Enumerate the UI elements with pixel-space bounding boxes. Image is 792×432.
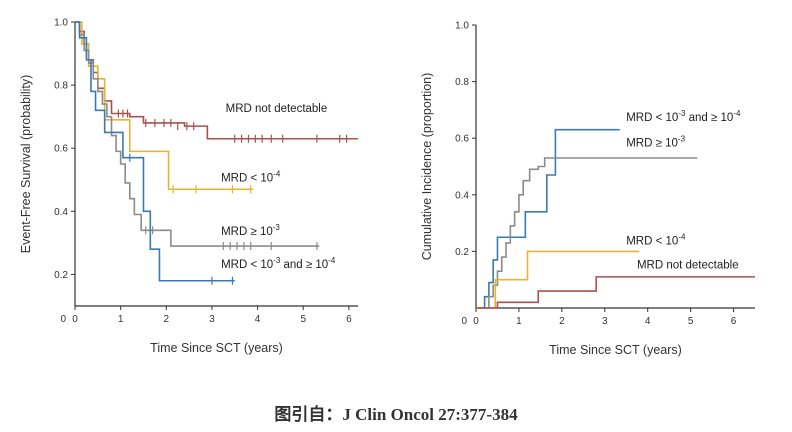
cumulative-incidence-chart: 0 1 2 3 4 5 6 1.0 0.8 0.6 0.4 0.2 0 Time Since SCT (y… [420, 21, 755, 357]
x-tick-label: 3 [602, 316, 608, 327]
x-tick-label: 4 [645, 316, 651, 327]
series-label-part: MRD ≥ 10 [221, 226, 273, 238]
x-tick-label: 3 [209, 314, 215, 325]
x-tick-label: 4 [255, 314, 261, 325]
series-label-mrd-not-detectable: MRD not detectable [637, 259, 739, 271]
series-label-part: MRD < 10 [221, 259, 273, 271]
series-label-part: MRD not detectable [637, 259, 739, 271]
series-line-mrd-10 [476, 250, 640, 309]
series-line-mrd-10-and-10 [75, 21, 235, 282]
y-tick-label: 1.0 [455, 21, 469, 32]
series-line-mrd-not-detectable [476, 276, 755, 309]
series-label-part: MRD < 10 [221, 172, 273, 184]
series-label-part: MRD < 10 [626, 235, 678, 247]
y-tick-label: 0.8 [455, 77, 469, 88]
series-label-mrd-10-and-10: MRD < 10-3 and ≥ 10-4 [221, 256, 336, 271]
series-line-mrd-10 [476, 157, 698, 309]
series-label-part: -4 [328, 256, 336, 265]
y-tick-label: 0.4 [54, 207, 68, 218]
series-label-part: -3 [273, 256, 281, 265]
series-line-mrd-10 [75, 21, 254, 191]
x-tick-label: 0 [72, 314, 78, 325]
series-label-part: -3 [678, 135, 686, 144]
y-tick-label: 1.0 [54, 18, 68, 29]
y-tick-label: 0.2 [54, 270, 68, 281]
series-label-part: and ≥ 10 [685, 112, 733, 124]
y-tick-label: 0.4 [455, 190, 469, 201]
series-label-mrd-10-and-10: MRD < 10-3 and ≥ 10-4 [626, 109, 741, 124]
series-label-part: MRD not detectable [226, 103, 328, 115]
x-tick-label: 1 [516, 316, 522, 327]
y-tick-label: 0.6 [455, 134, 469, 145]
series-label-part: and ≥ 10 [280, 259, 328, 271]
x-tick-label: 0 [473, 316, 479, 327]
x-tick-label: 6 [731, 316, 737, 327]
origin-tick-label: 0 [461, 316, 467, 327]
y-tick-label: 0.8 [54, 81, 68, 92]
x-tick-label: 6 [346, 314, 352, 325]
x-tick-label: 5 [688, 316, 694, 327]
y-axis-title: Event-Free Survival (probability) [19, 75, 33, 254]
series-label-part: -3 [678, 109, 686, 118]
series-label-mrd-not-detectable: MRD not detectable [226, 103, 328, 115]
x-tick-label: 2 [559, 316, 565, 327]
x-axis-title: Time Since SCT (years) [549, 343, 682, 357]
series-label-part: -4 [678, 232, 686, 241]
series-label-mrd-10: MRD ≥ 10-3 [626, 135, 685, 150]
x-tick-label: 2 [164, 314, 170, 325]
series-label-part: MRD ≥ 10 [626, 138, 678, 150]
series-label-mrd-10: MRD < 10-4 [626, 232, 686, 247]
origin-tick-label: 0 [60, 314, 66, 325]
figure-caption: 图引自：J Clin Oncol 27:377-384 [274, 405, 518, 424]
series-label-part: -4 [273, 169, 281, 178]
series-label-part: -4 [733, 109, 741, 118]
event-free-survival-chart: 0 1 2 3 4 5 6 1.0 0.8 0.6 0.4 0.2 0 Time Since SCT (y… [19, 18, 358, 355]
series-line-mrd-10 [75, 21, 320, 247]
figure: 0 1 2 3 4 5 6 1.0 0.8 0.6 0.4 0.2 0 Time Since SCT (y… [19, 18, 755, 357]
x-tick-label: 5 [300, 314, 306, 325]
series-label-mrd-10: MRD < 10-4 [221, 169, 281, 184]
series-label-part: -3 [273, 223, 281, 232]
x-axis-title: Time Since SCT (years) [150, 341, 283, 355]
y-tick-label: 0.2 [455, 247, 469, 258]
series-label-mrd-10: MRD ≥ 10-3 [221, 223, 280, 238]
y-axis-title: Cumulative Incidence (proportion) [420, 73, 434, 261]
series-label-part: MRD < 10 [626, 112, 678, 124]
series-line-mrd-10-and-10 [476, 128, 620, 309]
series-line-mrd-not-detectable [75, 21, 358, 140]
x-tick-label: 1 [118, 314, 124, 325]
y-tick-label: 0.6 [54, 144, 68, 155]
